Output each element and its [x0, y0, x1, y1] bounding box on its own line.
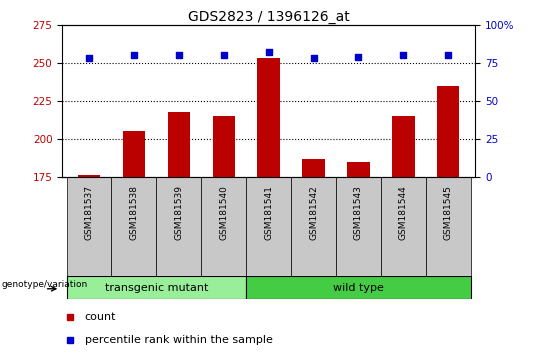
- Bar: [392, 116, 415, 177]
- Bar: [302, 159, 325, 177]
- Bar: [167, 112, 190, 177]
- Point: [309, 56, 318, 61]
- Text: count: count: [85, 312, 116, 322]
- Point: [85, 56, 93, 61]
- Text: GSM181537: GSM181537: [85, 185, 93, 240]
- Bar: [258, 58, 280, 177]
- Bar: [381, 177, 426, 276]
- Point: [219, 52, 228, 58]
- Text: GSM181543: GSM181543: [354, 185, 363, 240]
- Bar: [201, 177, 246, 276]
- Bar: [246, 177, 291, 276]
- Point: [174, 52, 183, 58]
- Bar: [123, 131, 145, 177]
- Text: GSM181545: GSM181545: [444, 185, 453, 240]
- Point: [354, 54, 363, 59]
- Bar: [66, 177, 111, 276]
- Bar: [78, 176, 100, 177]
- Bar: [336, 177, 381, 276]
- Point: [130, 52, 138, 58]
- Bar: [437, 86, 460, 177]
- Point: [265, 49, 273, 55]
- Bar: [213, 116, 235, 177]
- Bar: [66, 276, 246, 299]
- Text: transgenic mutant: transgenic mutant: [105, 282, 208, 293]
- Text: GSM181540: GSM181540: [219, 185, 228, 240]
- Text: GSM181541: GSM181541: [264, 185, 273, 240]
- Bar: [426, 177, 471, 276]
- Text: GSM181538: GSM181538: [130, 185, 138, 240]
- Bar: [111, 177, 157, 276]
- Bar: [246, 276, 471, 299]
- Bar: [291, 177, 336, 276]
- Text: genotype/variation: genotype/variation: [1, 280, 87, 289]
- Bar: [157, 177, 201, 276]
- Text: GSM181544: GSM181544: [399, 185, 408, 240]
- Text: GSM181539: GSM181539: [174, 185, 184, 240]
- Title: GDS2823 / 1396126_at: GDS2823 / 1396126_at: [188, 10, 349, 24]
- Bar: [347, 162, 370, 177]
- Text: wild type: wild type: [333, 282, 384, 293]
- Point: [399, 52, 408, 58]
- Point: [444, 52, 453, 58]
- Text: GSM181542: GSM181542: [309, 185, 318, 240]
- Text: percentile rank within the sample: percentile rank within the sample: [85, 335, 273, 346]
